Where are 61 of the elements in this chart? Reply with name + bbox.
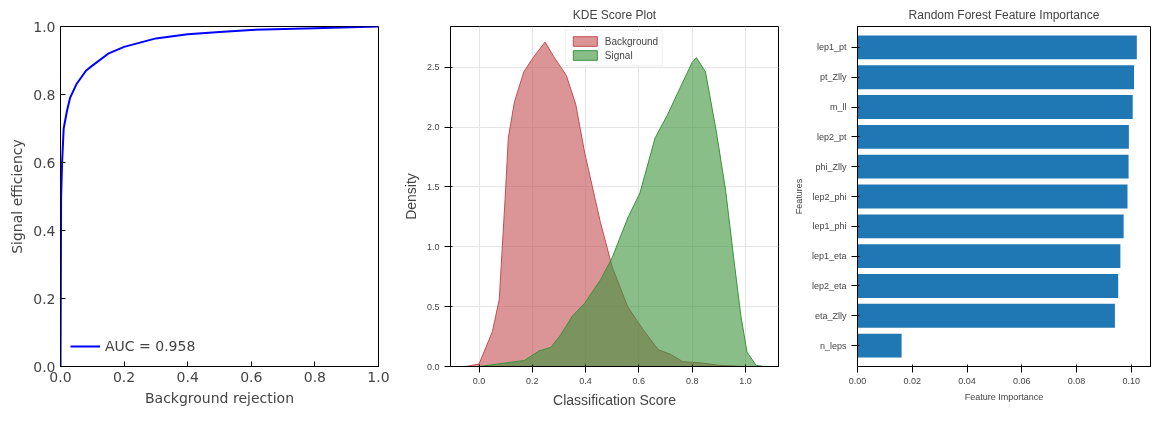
bar [857, 65, 1135, 90]
legend-label: Background [604, 35, 659, 47]
y-tick-label: 1.5 [426, 181, 440, 192]
x-tick-label: 0.08 [1067, 375, 1086, 386]
y-tick-label: 0.0 [426, 361, 440, 372]
y-tick-label: n_leps [819, 340, 847, 351]
x-tick-label: 0.8 [685, 375, 699, 386]
bar [857, 35, 1137, 60]
x-tick-label: 1.0 [739, 375, 752, 386]
y-tick-label: 0.8 [33, 86, 56, 103]
bar [857, 303, 1115, 328]
x-tick-label: 0.2 [526, 375, 539, 386]
x-tick-label: 0.2 [112, 368, 136, 385]
y-tick-label: lep2_phi [812, 191, 847, 202]
y-tick-label: m_ll [830, 102, 847, 113]
y-tick-label: lep1_eta [811, 251, 847, 262]
bar [857, 333, 902, 358]
bar [857, 244, 1121, 269]
x-tick-label: 0.8 [303, 368, 327, 385]
legend-label: Signal [604, 49, 633, 61]
x-tick-label: 0.06 [1013, 375, 1031, 386]
y-tick-label: 0.5 [426, 301, 440, 312]
x-tick-label: 0.02 [903, 375, 922, 386]
bar [857, 154, 1129, 179]
y-axis-title: Signal efficiency [9, 139, 26, 254]
y-tick-label: lep2_pt [816, 131, 847, 142]
x-tick-label: 0.6 [632, 375, 646, 386]
y-tick-label: 0.4 [33, 222, 56, 239]
y-tick-label: lep1_phi [812, 221, 847, 232]
x-tick-label: 0.04 [958, 375, 976, 386]
x-tick-label: 0.6 [240, 368, 263, 385]
y-tick-label: pt_Zlly [819, 72, 847, 83]
bar [857, 95, 1133, 119]
x-tick-label: 0.00 [848, 375, 867, 386]
y-tick-label: lep2_eta [811, 280, 847, 291]
y-tick-label: 2.5 [426, 62, 440, 73]
y-tick-label: 2.0 [426, 122, 440, 133]
x-axis-title: Feature Importance [964, 391, 1044, 402]
x-tick-label: 0.4 [579, 375, 592, 386]
bar [857, 184, 1128, 209]
x-tick-label: 0.4 [176, 368, 199, 385]
x-tick-label: 0.10 [1122, 375, 1141, 386]
legend-label: AUC = 0.958 [105, 338, 196, 354]
y-tick-label: 1.0 [426, 241, 440, 252]
y-tick-label: 0.6 [33, 154, 56, 171]
y-tick-label: phi_Zlly [815, 161, 847, 172]
x-tick-label: 0.0 [472, 375, 486, 386]
y-axis-title: Density [402, 173, 419, 220]
y-tick-label: 1.0 [33, 18, 56, 35]
y-tick-label: eta_Zlly [814, 310, 847, 321]
chart-title: KDE Score Plot [572, 7, 657, 22]
x-axis-title: Background rejection [144, 389, 295, 406]
chart-title: Random Forest Feature Importance [908, 7, 1100, 22]
y-tick-label: lep1_pt [816, 42, 847, 53]
bar [857, 124, 1129, 149]
y-tick-label: 0.2 [33, 290, 56, 307]
y-axis-title: Features [793, 178, 804, 215]
x-tick-label: 1.0 [367, 368, 390, 385]
x-axis-title: Classification Score [553, 391, 677, 408]
bar [857, 214, 1124, 239]
bar [857, 274, 1119, 298]
